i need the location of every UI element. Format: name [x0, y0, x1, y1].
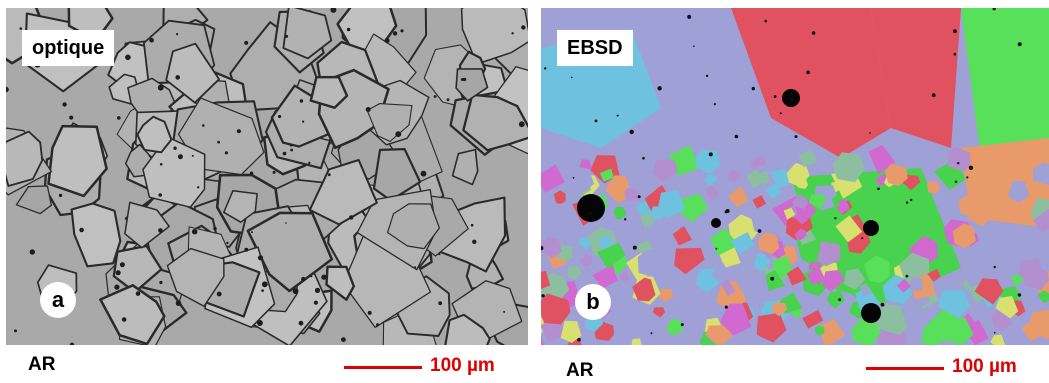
panel-b-condition-label: AR [566, 360, 594, 381]
panel-a-scale-line [344, 366, 422, 369]
panel-a-scale-label: 100 µm [430, 355, 495, 376]
panel-a-method-label: optique [22, 30, 115, 66]
optical-micrograph-panel: optique a [6, 8, 528, 345]
panel-a-condition-label: AR [28, 354, 56, 375]
panel-b-scale-line [866, 367, 944, 370]
panel-b-scale-bar: 100 µm [866, 356, 1046, 380]
ebsd-map-panel: EBSD b [541, 8, 1049, 345]
panel-b-method-label: EBSD [557, 30, 633, 66]
panel-b-scale-label: 100 µm [952, 356, 1017, 377]
panel-b-letter: b [575, 284, 611, 320]
panel-a-scale-bar: 100 µm [344, 355, 524, 379]
panel-a-letter: a [40, 282, 76, 318]
